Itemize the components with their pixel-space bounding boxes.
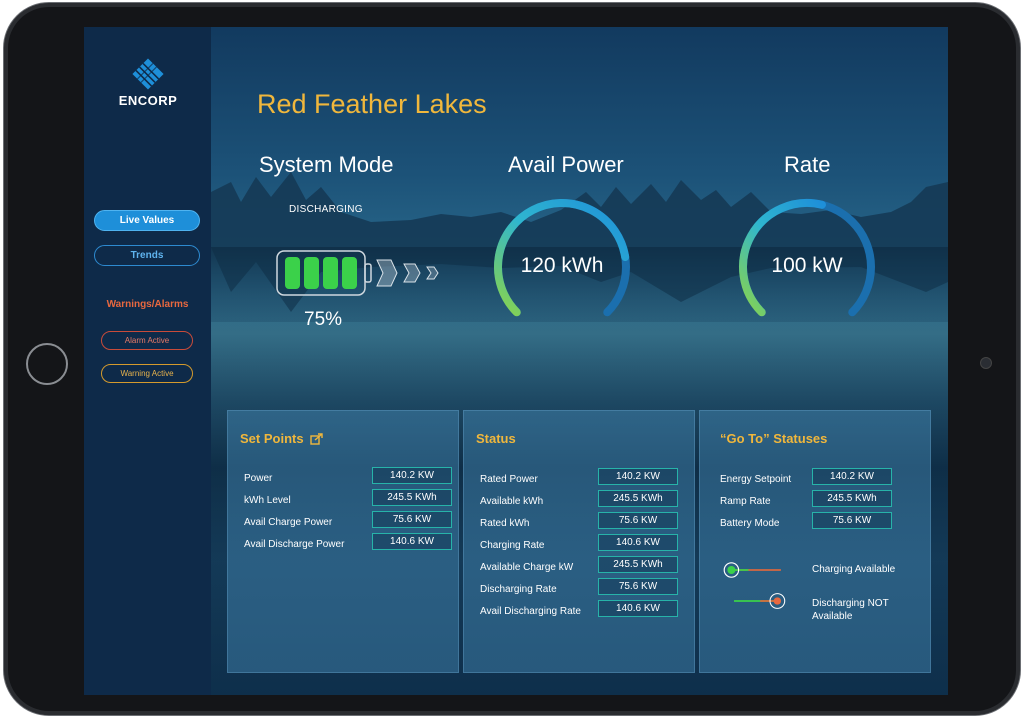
rate-title: Rate bbox=[784, 152, 831, 177]
status-label-discharging-rate: Discharging Rate bbox=[480, 584, 557, 595]
status-title: Status bbox=[476, 431, 516, 446]
status-value-available-kwh: 245.5 KWh bbox=[598, 490, 678, 507]
set-point-label-kwh-level: kWh Level bbox=[244, 495, 291, 506]
live-values-button[interactable]: Live Values bbox=[94, 210, 200, 231]
avail-power-value: 120 kWh bbox=[520, 254, 604, 277]
set-points-title: Set Points bbox=[240, 431, 323, 446]
status-panel: Status Rated Power 140.2 KW Available kW… bbox=[463, 410, 695, 673]
rate-gauge: 100 kW bbox=[732, 192, 882, 342]
encorp-logo-icon bbox=[132, 58, 164, 90]
status-label-available-charge-kw: Available Charge kW bbox=[480, 562, 574, 573]
charging-available-toggle[interactable] bbox=[718, 561, 788, 579]
set-point-label-avail-discharge: Avail Discharge Power bbox=[244, 539, 345, 550]
goto-value-battery-mode[interactable]: 75.6 KW bbox=[812, 512, 892, 529]
external-link-icon[interactable] bbox=[309, 432, 323, 445]
home-button[interactable] bbox=[26, 343, 68, 385]
status-label-rated-power: Rated Power bbox=[480, 474, 538, 485]
status-value-available-charge-kw: 245.5 KWh bbox=[598, 556, 678, 573]
goto-value-energy-setpoint[interactable]: 140.2 KW bbox=[812, 468, 892, 485]
charging-available-label: Charging Available bbox=[812, 564, 896, 575]
rate-value: 100 kW bbox=[771, 254, 843, 277]
sidebar: ENCORP Live Values Trends Warnings/Alarm… bbox=[84, 27, 211, 695]
set-points-panel: Set Points Power 140.2 KW kWh Level 245.… bbox=[227, 410, 459, 673]
alarm-active-button[interactable]: Alarm Active bbox=[101, 331, 193, 350]
goto-statuses-title: “Go To” Statuses bbox=[720, 431, 828, 446]
logo: ENCORP bbox=[106, 57, 190, 108]
site-title: Red Feather Lakes bbox=[257, 89, 487, 119]
set-point-value-power[interactable]: 140.2 KW bbox=[372, 467, 452, 484]
set-point-label-power: Power bbox=[244, 473, 273, 484]
set-point-value-kwh-level[interactable]: 245.5 KWh bbox=[372, 489, 452, 506]
system-mode-title: System Mode bbox=[259, 152, 394, 177]
warnings-alarms-title: Warnings/Alarms bbox=[106, 299, 189, 310]
system-mode-status: DISCHARGING bbox=[289, 204, 363, 215]
goto-label-battery-mode: Battery Mode bbox=[720, 518, 780, 529]
goto-statuses-panel: “Go To” Statuses Energy Setpoint 140.2 K… bbox=[699, 410, 931, 673]
main-content: Red Feather Lakes System Mode DISCHARGIN… bbox=[211, 27, 948, 695]
set-point-value-avail-discharge[interactable]: 140.6 KW bbox=[372, 533, 452, 550]
goto-label-energy-setpoint: Energy Setpoint bbox=[720, 474, 792, 485]
set-point-label-avail-charge: Avail Charge Power bbox=[244, 517, 333, 528]
set-point-value-avail-charge[interactable]: 75.6 KW bbox=[372, 511, 452, 528]
battery-percent: 75% bbox=[304, 309, 343, 330]
avail-power-gauge-arc bbox=[494, 198, 630, 317]
discharging-not-available-label-2: Available bbox=[812, 611, 853, 622]
trends-button[interactable]: Trends bbox=[94, 245, 200, 266]
battery-icon bbox=[276, 250, 439, 296]
logo-text: ENCORP bbox=[118, 93, 178, 108]
screen: ENCORP Live Values Trends Warnings/Alarm… bbox=[84, 27, 948, 695]
status-value-discharging-rate: 75.6 KW bbox=[598, 578, 678, 595]
status-value-avail-discharging-rate: 140.6 KW bbox=[598, 600, 678, 617]
status-label-charging-rate: Charging Rate bbox=[480, 540, 545, 551]
goto-label-ramp-rate: Ramp Rate bbox=[720, 496, 771, 507]
warning-active-button[interactable]: Warning Active bbox=[101, 364, 193, 383]
status-label-rated-kwh: Rated kWh bbox=[480, 518, 530, 529]
discharging-not-available-label-1: Discharging NOT bbox=[812, 598, 889, 609]
discharging-not-available-toggle[interactable] bbox=[726, 592, 796, 610]
rate-gauge-arc bbox=[739, 198, 875, 317]
avail-power-title: Avail Power bbox=[508, 152, 624, 177]
camera-icon bbox=[980, 357, 992, 369]
status-value-rated-power: 140.2 KW bbox=[598, 468, 678, 485]
status-label-available-kwh: Available kWh bbox=[480, 496, 544, 507]
status-value-rated-kwh: 75.6 KW bbox=[598, 512, 678, 529]
status-value-charging-rate: 140.6 KW bbox=[598, 534, 678, 551]
status-label-avail-discharging-rate: Avail Discharging Rate bbox=[480, 606, 581, 617]
set-points-title-text: Set Points bbox=[240, 431, 304, 446]
goto-value-ramp-rate[interactable]: 245.5 KWh bbox=[812, 490, 892, 507]
avail-power-gauge: 120 kWh bbox=[487, 192, 637, 342]
